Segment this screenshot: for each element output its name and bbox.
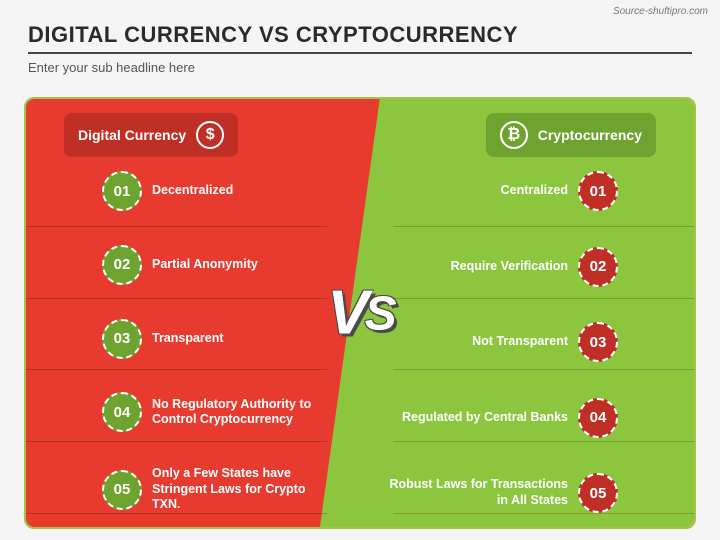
subtitle: Enter your sub headline here [28, 60, 692, 75]
right-column-header: ₿ Cryptocurrency [486, 113, 656, 157]
page-title: DIGITAL CURRENCY VS CRYPTOCURRENCY [28, 22, 692, 48]
left-header-label: Digital Currency [78, 127, 186, 143]
title-rule [28, 52, 692, 54]
right-header-label: Cryptocurrency [538, 127, 642, 143]
left-column-header: Digital Currency $ [64, 113, 238, 157]
bitcoin-icon: ₿ [500, 121, 528, 149]
right-rules [393, 171, 694, 513]
comparison-panel: Digital Currency $ ₿ Cryptocurrency Cent… [24, 97, 696, 529]
vs-emblem: VS [327, 278, 392, 349]
source-credit: Source-shuftipro.com [613, 6, 708, 17]
dollar-icon: $ [196, 121, 224, 149]
left-rules [26, 171, 327, 513]
